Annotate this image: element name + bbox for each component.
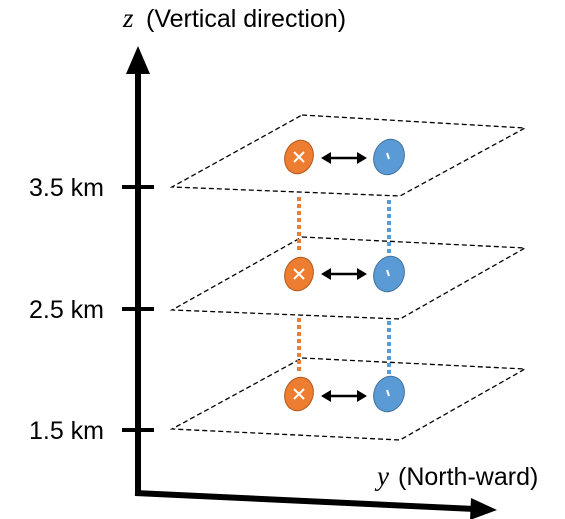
plane-level-3 <box>169 114 528 197</box>
dash-marker <box>373 375 405 413</box>
cross-marker <box>284 376 314 412</box>
double-arrow-icon <box>321 152 367 164</box>
level-label-1-5km: 1.5 km <box>29 417 104 445</box>
marker-pair-level-2 <box>284 255 405 293</box>
level-label-2-5km: 2.5 km <box>29 296 104 324</box>
y-axis-variable: y <box>374 461 389 491</box>
marker-pair-level-3 <box>284 138 405 176</box>
dash-marker <box>373 138 405 176</box>
cross-marker <box>284 139 314 175</box>
double-arrow-icon <box>321 268 367 280</box>
level-label-3-5km: 3.5 km <box>29 174 104 202</box>
double-arrow-icon <box>321 390 367 402</box>
plane-level-2 <box>169 236 528 320</box>
z-axis <box>126 46 150 496</box>
y-axis <box>134 490 497 519</box>
plane-level-1 <box>169 357 528 441</box>
cross-marker <box>284 256 314 292</box>
z-axis-variable: z <box>122 3 134 33</box>
dash-marker <box>373 255 405 293</box>
y-axis-title: (North-ward) <box>398 463 538 491</box>
marker-pair-level-1 <box>284 375 405 413</box>
z-axis-title: (Vertical direction) <box>146 5 346 33</box>
